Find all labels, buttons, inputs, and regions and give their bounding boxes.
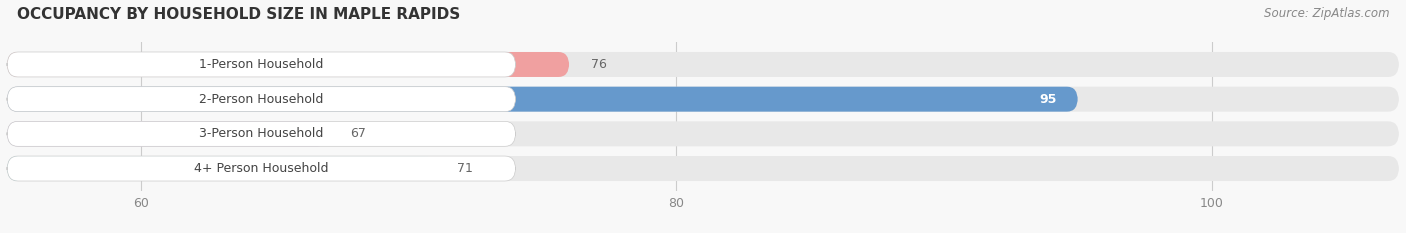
FancyBboxPatch shape (7, 87, 1399, 112)
FancyBboxPatch shape (7, 121, 1399, 146)
FancyBboxPatch shape (7, 52, 1399, 77)
FancyBboxPatch shape (7, 52, 516, 77)
FancyBboxPatch shape (7, 121, 328, 146)
FancyBboxPatch shape (7, 121, 516, 146)
FancyBboxPatch shape (7, 156, 436, 181)
Text: 95: 95 (1039, 93, 1056, 106)
Text: 67: 67 (350, 127, 366, 140)
Text: 4+ Person Household: 4+ Person Household (194, 162, 329, 175)
Text: OCCUPANCY BY HOUSEHOLD SIZE IN MAPLE RAPIDS: OCCUPANCY BY HOUSEHOLD SIZE IN MAPLE RAP… (17, 7, 460, 22)
FancyBboxPatch shape (7, 52, 569, 77)
Text: 76: 76 (591, 58, 606, 71)
Text: 71: 71 (457, 162, 472, 175)
FancyBboxPatch shape (7, 156, 516, 181)
FancyBboxPatch shape (7, 156, 1399, 181)
Text: 3-Person Household: 3-Person Household (200, 127, 323, 140)
Text: 2-Person Household: 2-Person Household (200, 93, 323, 106)
Text: 1-Person Household: 1-Person Household (200, 58, 323, 71)
FancyBboxPatch shape (7, 87, 1078, 112)
Text: Source: ZipAtlas.com: Source: ZipAtlas.com (1264, 7, 1389, 20)
FancyBboxPatch shape (7, 87, 516, 112)
